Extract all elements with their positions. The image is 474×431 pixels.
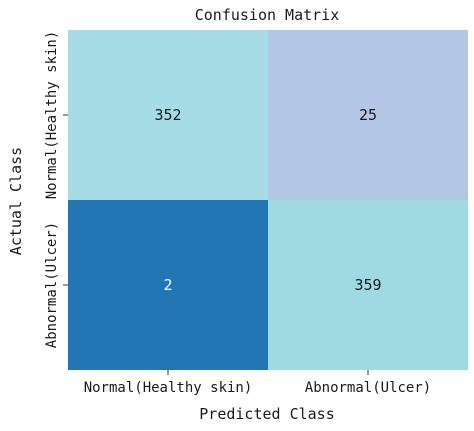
y-tick-label: Abnormal(Ulcer) [44,222,60,348]
heatmap-cell-r1-c1 [268,200,468,370]
heatmap-cells [68,30,468,370]
chart-title: Confusion Matrix [195,6,340,24]
x-tick-label: Abnormal(Ulcer) [305,380,431,396]
y-tick-label: Normal(Healthy skin) [44,31,60,200]
cell-value-r0-c0: 352 [154,106,181,124]
cell-value-r1-c0: 2 [163,276,172,294]
heatmap-cell-r0-c0 [68,30,268,200]
y-axis-ticks: Normal(Healthy skin) Abnormal(Ulcer) [44,31,68,348]
x-axis-label: Predicted Class [199,405,334,423]
cell-value-r1-c1: 359 [354,276,381,294]
heatmap-cell-r1-c0 [68,200,268,370]
heatmap-cell-labels: 352 25 2 359 [154,106,381,294]
y-axis-label: Actual Class [7,147,25,255]
heatmap-cell-r0-c1 [268,30,468,200]
cell-value-r0-c1: 25 [359,106,377,124]
x-tick-label: Normal(Healthy skin) [84,380,253,396]
x-axis-ticks: Normal(Healthy skin) Abnormal(Ulcer) [84,370,431,396]
